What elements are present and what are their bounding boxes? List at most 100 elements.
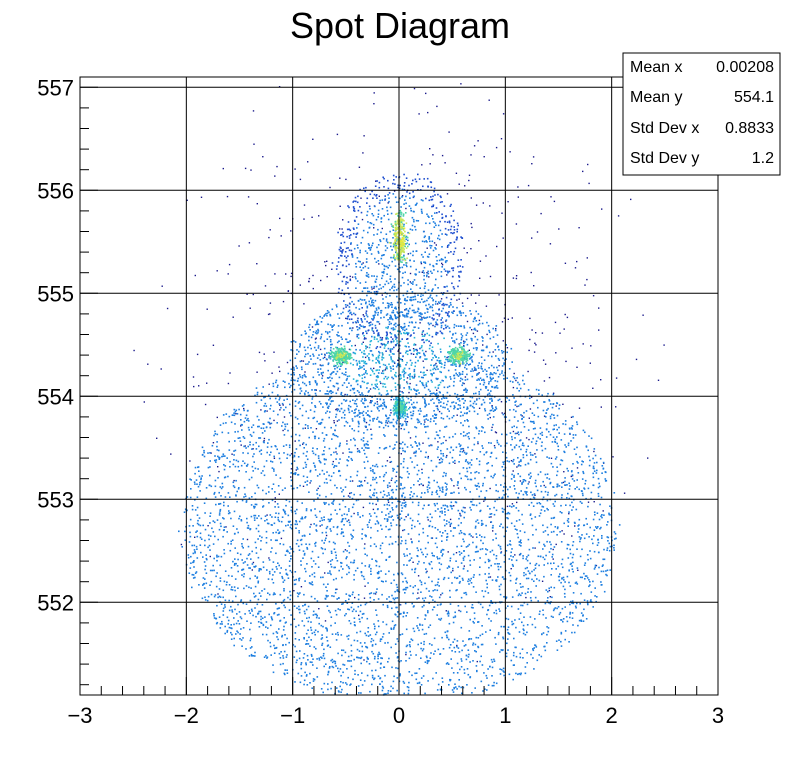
scatter-point — [257, 468, 259, 470]
scatter-point — [507, 638, 509, 640]
scatter-point — [513, 476, 515, 478]
scatter-point — [531, 623, 534, 626]
scatter-point — [497, 565, 499, 568]
scatter-point — [339, 668, 342, 670]
scatter-point — [306, 458, 309, 461]
scatter-point — [258, 568, 261, 571]
scatter-point — [437, 303, 439, 305]
scatter-point — [601, 208, 603, 210]
scatter-point — [260, 615, 262, 618]
scatter-point — [214, 594, 217, 596]
scatter-point — [525, 487, 528, 489]
scatter-point — [294, 416, 297, 419]
scatter-point — [239, 553, 242, 556]
scatter-point — [512, 386, 515, 389]
scatter-point — [327, 670, 330, 673]
scatter-point — [340, 565, 342, 568]
scatter-point — [389, 461, 391, 463]
scatter-point — [362, 262, 364, 264]
scatter-point — [552, 486, 555, 488]
scatter-point — [410, 444, 412, 446]
scatter-point — [576, 421, 578, 423]
scatter-point — [601, 514, 603, 516]
scatter-point — [333, 451, 335, 454]
scatter-point — [382, 370, 384, 372]
scatter-point — [323, 437, 326, 440]
scatter-point — [425, 655, 428, 658]
scatter-point — [405, 645, 408, 648]
scatter-point — [403, 372, 406, 375]
scatter-point — [396, 364, 399, 366]
scatter-point — [489, 416, 491, 419]
scatter-point — [269, 572, 271, 575]
scatter-point — [468, 179, 470, 182]
scatter-point — [184, 508, 187, 510]
scatter-point — [365, 534, 367, 537]
scatter-point — [424, 456, 427, 458]
scatter-point — [557, 449, 560, 451]
scatter-point — [216, 449, 219, 451]
scatter-point — [411, 501, 414, 504]
scatter-point — [577, 472, 580, 474]
scatter-point — [584, 479, 587, 482]
scatter-point — [561, 607, 564, 610]
scatter-point — [531, 412, 534, 414]
scatter-point — [298, 605, 300, 608]
scatter-point — [495, 609, 497, 612]
scatter-point — [574, 488, 576, 490]
scatter-point — [335, 588, 337, 591]
scatter-point — [256, 415, 259, 418]
scatter-point — [380, 382, 382, 385]
scatter-point — [362, 440, 365, 442]
scatter-point — [375, 481, 378, 484]
scatter-point — [420, 581, 423, 583]
scatter-point — [597, 495, 600, 497]
scatter-point — [522, 657, 524, 659]
scatter-point — [305, 410, 307, 413]
scatter-point — [451, 479, 453, 482]
scatter-point — [353, 621, 356, 623]
scatter-point — [357, 674, 359, 676]
scatter-point — [417, 643, 419, 646]
scatter-point — [244, 561, 246, 563]
scatter-point — [416, 682, 419, 685]
scatter-point — [267, 442, 269, 444]
scatter-point — [344, 651, 347, 654]
scatter-point — [449, 504, 452, 507]
scatter-point — [200, 481, 202, 483]
scatter-point — [469, 661, 471, 663]
scatter-point — [370, 573, 372, 575]
scatter-point — [449, 679, 451, 682]
scatter-point — [285, 524, 287, 527]
scatter-point — [219, 623, 222, 625]
scatter-point — [572, 506, 574, 508]
scatter-point — [365, 362, 368, 365]
scatter-point — [401, 477, 403, 479]
scatter-point — [394, 597, 397, 599]
scatter-point — [537, 555, 540, 558]
scatter-point — [533, 414, 536, 416]
scatter-point — [346, 668, 348, 670]
scatter-point — [328, 520, 331, 523]
scatter-point — [457, 481, 459, 483]
scatter-point — [488, 392, 491, 395]
scatter-point — [347, 566, 350, 568]
scatter-point — [562, 585, 565, 588]
scatter-point — [243, 486, 246, 489]
scatter-point — [426, 662, 429, 665]
scatter-point — [464, 420, 466, 422]
scatter-point — [522, 624, 525, 627]
scatter-point — [529, 472, 532, 474]
scatter-point — [367, 658, 369, 660]
scatter-point — [233, 459, 235, 461]
scatter-point — [418, 448, 420, 450]
scatter-point — [412, 348, 415, 350]
scatter-point — [197, 466, 199, 469]
scatter-point — [342, 499, 344, 502]
scatter-point — [411, 495, 414, 498]
scatter-point — [373, 627, 376, 630]
scatter-point — [314, 542, 316, 545]
scatter-point — [349, 492, 351, 495]
scatter-point — [377, 657, 379, 660]
scatter-point — [514, 528, 517, 530]
